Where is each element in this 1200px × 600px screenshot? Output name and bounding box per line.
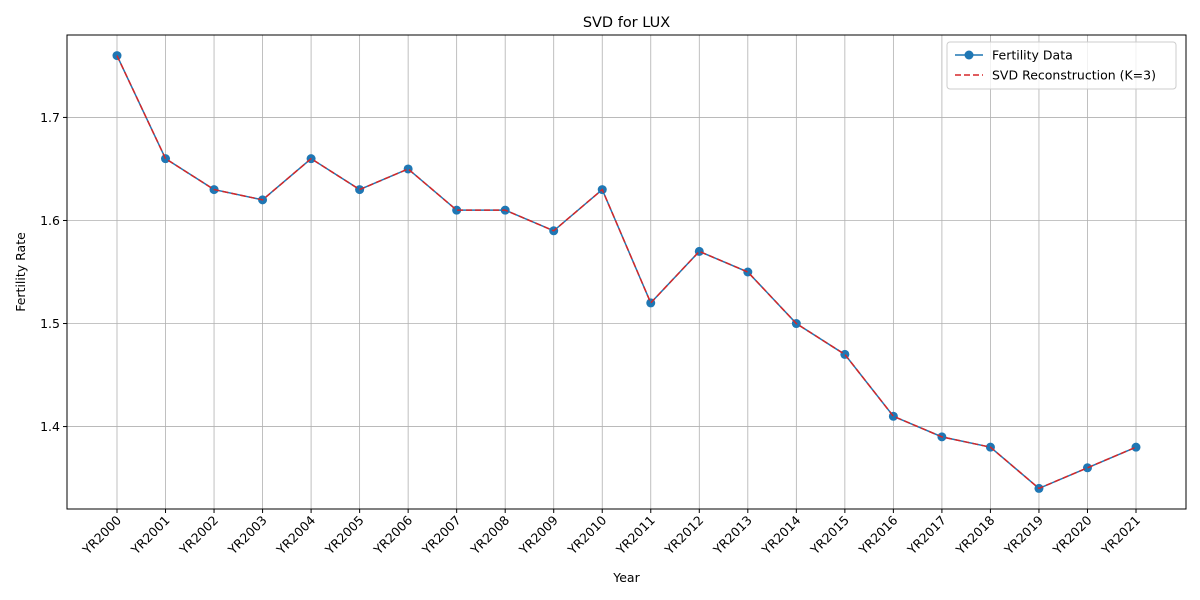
plot-frame [66, 34, 1187, 510]
legend-box [946, 41, 1177, 90]
x-axis-label: Year [612, 570, 640, 585]
legend: Fertility Data SVD Reconstruction (K=3) [946, 41, 1177, 90]
y-tick-label: 1.6 [40, 213, 60, 228]
y-tick-label: 1.4 [40, 419, 60, 434]
legend-entry-svd-reconstruction: SVD Reconstruction (K=3) [992, 68, 1156, 83]
legend-entry-fertility-data: Fertility Data [992, 48, 1073, 63]
y-tick-label: 1.7 [40, 110, 60, 125]
y-tick-label: 1.5 [40, 316, 60, 331]
series-line-svd-reconstruction [116, 55, 1137, 490]
data-point-fertility-data [1082, 463, 1092, 473]
y-axis-label: Fertility Rate [13, 232, 28, 312]
legend-marker-fertility-data [964, 50, 974, 60]
series-layer [112, 51, 1141, 493]
chart-title: SVD for LUX [583, 15, 670, 31]
data-point-fertility-data [1131, 442, 1141, 452]
